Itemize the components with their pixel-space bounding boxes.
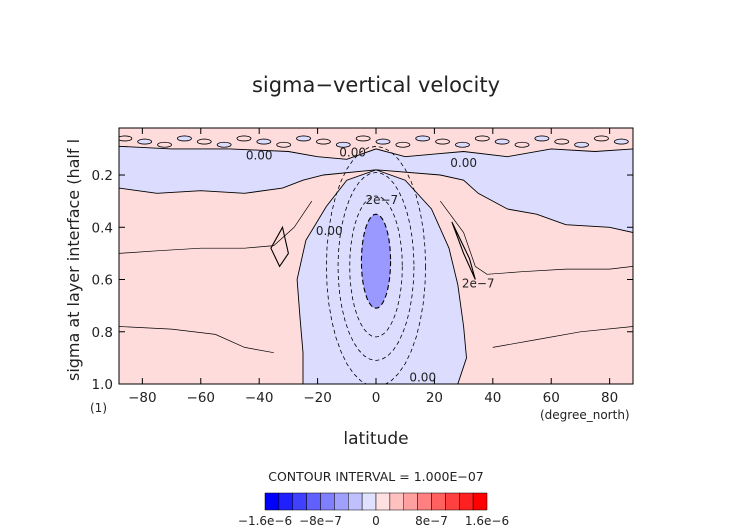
positive-contour-lower-right xyxy=(492,326,633,348)
y-axis-units: (1) xyxy=(90,401,107,415)
positive-lobe-right xyxy=(451,221,476,280)
top-band-cell xyxy=(594,135,609,142)
top-band-cell xyxy=(574,141,589,148)
top-band-cell xyxy=(613,138,629,145)
y-tick-label: 0.6 xyxy=(92,273,113,289)
colorbar-swatch xyxy=(264,492,280,511)
contour-label: 0.00 xyxy=(450,156,477,170)
negative-contour-2 xyxy=(325,145,427,384)
top-band-cell xyxy=(177,135,192,142)
top-band-cell xyxy=(395,141,411,148)
top-band-cell xyxy=(335,141,351,148)
top-band-cell xyxy=(256,138,272,145)
top-band-cell xyxy=(216,141,232,148)
colorbar-swatch xyxy=(389,492,404,511)
top-band-cell xyxy=(494,138,510,145)
colorbar-tick-label: −8e−7 xyxy=(299,514,342,528)
contour-label: 0.00 xyxy=(339,146,366,160)
colorbar-tick-label: 0 xyxy=(372,514,380,528)
plot-area: 0.00 0.00 0.00 2e−7 0.00 2e−7 0.00 xyxy=(119,128,633,384)
y-tick-label: 0.4 xyxy=(92,220,113,236)
colorbar-swatch xyxy=(403,492,418,511)
x-tick-label: 20 xyxy=(426,390,443,406)
contour-field xyxy=(119,128,633,384)
colorbar-swatch xyxy=(320,492,335,511)
colorbar-swatch xyxy=(445,492,460,511)
colorbar-swatch xyxy=(472,492,488,511)
top-band-cell xyxy=(355,135,371,142)
top-band-cell xyxy=(375,138,391,145)
top-band-cell xyxy=(554,138,570,145)
positive-lobe-left xyxy=(270,225,289,268)
y-tick-label: 0.8 xyxy=(92,325,113,341)
colorbar-swatch xyxy=(361,492,377,511)
top-band-cell xyxy=(435,138,450,145)
x-tick-label: −60 xyxy=(187,390,216,406)
colorbar-swatch xyxy=(334,492,349,511)
colorbar-swatch xyxy=(348,492,363,511)
axes: −80 −60 −40 −20 0 20 40 60 80 0.2 0.4 0.6 0.8 1.0 xyxy=(92,127,634,406)
top-band-cell xyxy=(534,135,550,142)
colorbar-swatch xyxy=(292,492,307,511)
x-tick-label: −20 xyxy=(303,390,332,406)
contour-label: 2e−7 xyxy=(365,193,398,207)
x-tick-label: −40 xyxy=(245,390,274,406)
top-band-cell xyxy=(236,135,252,142)
positive-contour-lower-left xyxy=(119,326,274,354)
negative-contour-0 xyxy=(349,195,403,338)
negative-contour-1 xyxy=(337,171,415,361)
top-band-cell xyxy=(316,138,331,145)
top-band-cell xyxy=(514,141,530,148)
contour-label: 0.00 xyxy=(246,148,273,162)
chart-title: sigma−vertical velocity xyxy=(252,73,500,97)
positive-contour-left xyxy=(119,200,313,254)
core-minimum xyxy=(360,213,392,309)
contour-label: 0.00 xyxy=(316,224,343,238)
colorbar-tick-label: −1.6e−6 xyxy=(238,514,292,528)
top-band-cell xyxy=(137,138,153,145)
colorbar-tick-label: 1.6e−6 xyxy=(465,514,509,528)
colorbar-swatch xyxy=(417,492,432,511)
top-band-cell xyxy=(196,138,212,145)
top-band-cell xyxy=(474,135,490,142)
colorbar-swatch xyxy=(278,492,293,511)
contour-interval-text: CONTOUR INTERVAL = 1.000E−07 xyxy=(268,469,484,484)
top-band-cell xyxy=(119,135,133,142)
top-band-cell xyxy=(276,141,292,148)
colorbar-swatch xyxy=(431,492,446,511)
top-band-cell xyxy=(455,141,470,148)
colorbar-tick-label: 8e−7 xyxy=(415,514,448,528)
contour-label: 2e−7 xyxy=(462,276,495,290)
x-axis-units: (degree_north) xyxy=(540,408,630,422)
x-tick-label: −80 xyxy=(128,390,157,406)
upper-negative-band xyxy=(119,145,633,233)
y-axis-label: sigma at layer interface (half l xyxy=(64,139,83,381)
x-tick-label: 40 xyxy=(484,390,501,406)
top-band-cell xyxy=(157,141,172,148)
top-band-cell xyxy=(415,135,431,142)
colorbar-swatch xyxy=(375,492,391,511)
colorbar-swatch xyxy=(306,492,321,511)
colorbar-swatch xyxy=(459,492,474,511)
top-band-cell xyxy=(296,135,311,142)
x-tick-label: 80 xyxy=(601,390,618,406)
y-tick-label: 0.2 xyxy=(92,168,113,184)
x-axis-label: latitude xyxy=(343,429,408,449)
colorbar: −1.6e−6 −8e−7 0 8e−7 1.6e−6 xyxy=(238,492,509,528)
x-tick-label: 0 xyxy=(372,390,381,406)
y-tick-label: 1.0 xyxy=(92,377,113,393)
x-tick-label: 60 xyxy=(543,390,560,406)
contour-label: 0.00 xyxy=(409,370,436,384)
positive-contour-right xyxy=(440,200,633,275)
